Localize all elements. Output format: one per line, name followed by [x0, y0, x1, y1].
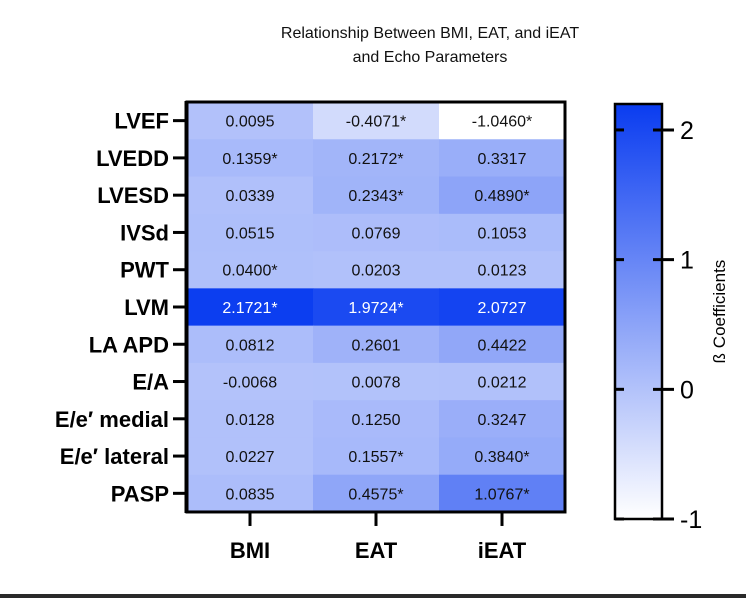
cell-value-label: 1.0767*: [474, 486, 529, 503]
heatmap-cell-lvedd-bmi: [187, 139, 314, 178]
y-tick-label: LA APD: [89, 332, 169, 357]
heatmap-cell-e-a-bmi: [187, 362, 314, 401]
cell-value-label: 0.3317: [478, 151, 527, 168]
colorbar-tick-label: 0: [680, 376, 694, 404]
colorbar-tick-label: 2: [680, 117, 694, 145]
y-tick-label: LVEDD: [96, 146, 169, 171]
colorbar-label: ß Coefficients: [710, 260, 729, 364]
cell-value-label: 0.0515: [226, 225, 275, 242]
cell-value-label: -0.4071*: [346, 114, 407, 131]
heatmap-cell-lvedd-ieat: [439, 139, 566, 178]
y-tick-label: PWT: [120, 258, 169, 283]
cell-value-label: 0.0123: [478, 263, 527, 280]
heatmap-cell-labels: 0.0095 -0.4071* -1.0460* 0.1359* 0.2172* 0.33…: [222, 114, 532, 504]
heatmap-cell-ivsd-eat: [313, 213, 440, 252]
y-tick-label: E/e′ medial: [55, 407, 169, 432]
y-tick-label: IVSd: [120, 220, 169, 245]
heatmap-cell-pwt-ieat: [439, 251, 566, 289]
cell-value-label: 0.3840*: [474, 449, 529, 466]
cell-value-label: 0.0812: [226, 337, 275, 354]
heatmap-cell-lvm-eat: [313, 288, 440, 327]
heatmap-cell-lvm-ieat: [439, 288, 566, 327]
heatmap-cell-pasp-eat: [313, 474, 440, 513]
heatmap-cell-lvef-eat: [313, 102, 440, 140]
cell-value-label: 2.0727: [478, 300, 527, 317]
cell-value-label: -1.0460*: [472, 114, 533, 131]
colorbar-tick-label: 1: [680, 247, 694, 275]
x-tick-label: iEAT: [478, 538, 527, 563]
cell-value-label: 0.0227: [226, 449, 275, 466]
heatmap-cell-e-a-ieat: [439, 362, 566, 401]
chart-title-line-1: Relationship Between BMI, EAT, and iEAT: [281, 25, 579, 42]
chart-title: Relationship Between BMI, EAT, and iEAT …: [281, 25, 579, 66]
cell-value-label: 0.0835: [226, 486, 275, 503]
cell-value-label: -0.0068: [223, 375, 277, 392]
cell-value-label: 0.4575*: [348, 486, 403, 503]
heatmap-cell-la-apd-eat: [313, 325, 440, 364]
heatmap-cell-lvesd-bmi: [187, 176, 314, 215]
cell-value-label: 0.0339: [226, 188, 275, 205]
heatmap-cell-la-apd-ieat: [439, 325, 566, 364]
cell-value-label: 0.1053: [478, 225, 527, 242]
heatmap-cell-e-a-eat: [313, 362, 440, 401]
cell-value-label: 0.1557*: [348, 449, 403, 466]
heatmap-cell-e-e-medial-bmi: [187, 400, 314, 438]
cell-value-label: 0.4890*: [474, 188, 529, 205]
cell-value-label: 0.1359*: [222, 151, 277, 168]
cell-value-label: 0.1250: [352, 412, 401, 429]
heatmap-cell-lvesd-ieat: [439, 176, 566, 215]
bottom-divider: [0, 594, 746, 598]
heatmap-cell-pasp-ieat: [439, 474, 566, 513]
y-tick-label: E/A: [132, 370, 169, 395]
heatmap-cell-ivsd-bmi: [187, 213, 314, 252]
cell-value-label: 0.2601: [352, 337, 401, 354]
heatmap-cell-lvedd-eat: [313, 139, 440, 178]
heatmap-cell-e-e-lateral-eat: [313, 437, 440, 476]
colorbar: -1 0 1 2 ß Coefficients: [613, 102, 729, 534]
heatmap-cell-lvef-ieat: [439, 102, 566, 140]
cell-value-label: 2.1721*: [222, 300, 277, 317]
cell-value-label: 0.4422: [478, 337, 527, 354]
heatmap-cell-lvesd-eat: [313, 176, 440, 215]
y-tick-label: LVEF: [114, 109, 169, 134]
heatmap-cell-ivsd-ieat: [439, 213, 566, 252]
cell-value-label: 0.2172*: [348, 151, 403, 168]
cell-value-label: 0.2343*: [348, 188, 403, 205]
heatmap-cell-e-e-medial-eat: [313, 400, 440, 438]
heatmap-cell-e-e-lateral-bmi: [187, 437, 314, 476]
y-tick-label: PASP: [111, 481, 169, 506]
heatmap-cells: [187, 102, 566, 513]
cell-value-label: 0.3247: [478, 412, 527, 429]
y-tick-label: LVESD: [97, 183, 169, 208]
y-tick-label: LVM: [124, 295, 169, 320]
heatmap-cell-lvm-bmi: [187, 288, 314, 327]
x-tick-label: BMI: [230, 538, 270, 563]
cell-value-label: 0.0203: [352, 263, 401, 280]
heatmap-cell-pasp-bmi: [187, 474, 314, 513]
heatmap-cell-lvef-bmi: [187, 102, 314, 140]
x-tick-label: EAT: [355, 538, 398, 563]
cell-value-label: 1.9724*: [348, 300, 403, 317]
cell-value-label: 0.0212: [478, 375, 527, 392]
colorbar-gradient: [613, 102, 664, 521]
heatmap-cell-la-apd-bmi: [187, 325, 314, 364]
heatmap-cell-pwt-eat: [313, 251, 440, 289]
heatmap-cell-e-e-lateral-ieat: [439, 437, 566, 476]
cell-value-label: 0.0400*: [222, 263, 277, 280]
colorbar-tick-label: -1: [680, 506, 702, 534]
y-axis: LVEF LVEDD LVESD IVSd PWT LVM LA APD E/A E/e′ me…: [55, 101, 188, 513]
cell-value-label: 0.0095: [226, 114, 275, 131]
y-tick-label: E/e′ lateral: [60, 444, 169, 469]
cell-value-label: 0.0128: [226, 412, 275, 429]
x-axis: BMI EAT iEAT: [230, 511, 527, 563]
chart-title-line-2: and Echo Parameters: [353, 49, 508, 66]
cell-value-label: 0.0078: [352, 375, 401, 392]
heatmap-cell-pwt-bmi: [187, 251, 314, 289]
cell-value-label: 0.0769: [352, 225, 401, 242]
heatmap-cell-e-e-medial-ieat: [439, 400, 566, 438]
